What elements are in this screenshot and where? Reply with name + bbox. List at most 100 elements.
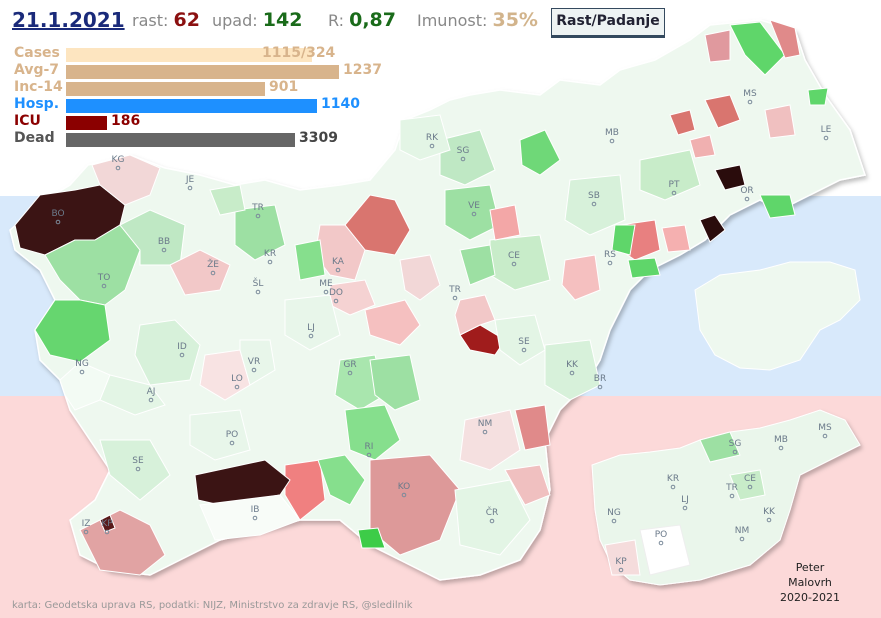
region-ptuj xyxy=(639,149,701,201)
overview-place-marker xyxy=(658,540,664,546)
place-marker xyxy=(591,201,597,207)
place-label: ME xyxy=(319,279,333,289)
place-label: AJ xyxy=(147,387,156,397)
place-marker xyxy=(747,99,753,105)
author-last-name: Malovrh xyxy=(788,576,832,589)
region-metlika-pink xyxy=(504,464,551,506)
region-gornja-green xyxy=(729,21,786,76)
overview-place-marker xyxy=(766,517,772,523)
overview-place-marker xyxy=(822,433,828,439)
imunost-label: Imunost: xyxy=(417,11,488,30)
imunost-stat: Imunost: 35% xyxy=(417,9,538,31)
place-label: KP xyxy=(101,519,113,529)
place-label: LO xyxy=(231,374,243,384)
place-label: SB xyxy=(588,191,600,201)
place-label: LE xyxy=(821,125,832,135)
region-rogaska-green xyxy=(611,224,636,256)
author-block: Peter Malovrh 2020-2021 xyxy=(780,560,840,605)
place-marker xyxy=(148,397,154,403)
region-zelezniki xyxy=(169,249,231,296)
region-logatec xyxy=(199,349,251,401)
overview-place-label: NG xyxy=(607,508,621,518)
place-label: BR xyxy=(594,374,606,384)
place-label: CE xyxy=(508,251,520,261)
r-value: 0,87 xyxy=(349,9,396,31)
region-ajdovscina xyxy=(99,374,166,416)
place-marker xyxy=(255,213,261,219)
stat-value: 1115/324 xyxy=(262,45,336,61)
author-first-name: Peter xyxy=(795,561,825,574)
overview-place-marker xyxy=(729,493,735,499)
place-marker xyxy=(460,156,466,162)
place-marker xyxy=(823,135,829,141)
place-marker xyxy=(308,333,314,339)
upad-stat: upad: 142 xyxy=(212,9,302,31)
place-label: RI xyxy=(365,442,374,452)
stat-label: ICU xyxy=(14,113,41,129)
place-label: KR xyxy=(264,249,276,259)
region-rogatec-pink xyxy=(661,224,691,253)
place-label: TR xyxy=(448,285,461,295)
region-cerknica xyxy=(317,454,366,506)
place-marker xyxy=(401,492,407,498)
region-medvode-green xyxy=(294,239,326,281)
place-marker xyxy=(607,260,613,266)
place-marker xyxy=(471,211,477,217)
region-ormoz-dark2 xyxy=(699,214,726,243)
stat-label: Hosp. xyxy=(14,96,60,112)
place-label: BO xyxy=(51,209,64,219)
place-marker xyxy=(179,352,185,358)
place-label: VE xyxy=(468,201,480,211)
place-label: NG xyxy=(75,359,89,369)
date-title: 21.1.2021 xyxy=(12,8,125,32)
region-novo-mesto xyxy=(459,409,521,471)
place-marker xyxy=(229,440,235,446)
place-marker xyxy=(323,289,329,295)
place-marker xyxy=(347,370,353,376)
rast-value: 62 xyxy=(173,9,200,31)
place-label: IB xyxy=(251,505,260,515)
region-gornja-red xyxy=(769,19,801,59)
stat-label: Inc-14 xyxy=(14,79,63,95)
overview-place-marker xyxy=(618,567,624,573)
place-label: TO xyxy=(97,273,111,283)
place-label: TR xyxy=(251,203,264,213)
place-marker xyxy=(252,515,258,521)
overview-region-po xyxy=(639,524,691,576)
r-stat: R: 0,87 xyxy=(328,9,396,31)
region-ljutomer-pink xyxy=(764,104,796,139)
background-silhouette xyxy=(694,261,861,371)
place-marker xyxy=(135,466,141,472)
place-label: GR xyxy=(343,360,356,370)
place-label: JE xyxy=(185,175,195,185)
overview-place-marker xyxy=(778,445,784,451)
place-marker xyxy=(101,283,107,289)
overview-region-kp xyxy=(604,539,641,576)
stat-label: Avg-7 xyxy=(14,62,60,78)
overview-place-label: NM xyxy=(735,526,750,536)
place-marker xyxy=(267,259,273,265)
region-ljubljana xyxy=(284,294,341,351)
place-label: SG xyxy=(457,146,470,156)
place-label: DO xyxy=(329,288,343,298)
place-marker xyxy=(104,529,110,535)
place-marker xyxy=(333,298,339,304)
overview-place-marker xyxy=(732,449,738,455)
place-marker xyxy=(255,289,261,295)
overview-place-marker xyxy=(611,518,617,524)
overview-place-label: KK xyxy=(763,507,776,517)
place-label: BB xyxy=(158,237,170,247)
overview-place-labels: MS SG MB KR TR CE LJ NG KK PO NM KP xyxy=(607,423,832,573)
place-label: PO xyxy=(226,430,239,440)
region-maribor-pink xyxy=(669,109,696,136)
region-crnomelj xyxy=(454,479,531,556)
upad-value: 142 xyxy=(262,9,303,31)
place-marker xyxy=(251,367,257,373)
rast-padanje-toggle-button[interactable]: Rast/Padanje xyxy=(551,8,665,38)
place-marker xyxy=(234,384,240,390)
region-kranj xyxy=(234,204,286,261)
region-ormoz-green xyxy=(759,194,796,219)
overview-place-marker xyxy=(747,484,753,490)
rast-stat: rast: 62 xyxy=(132,9,200,31)
